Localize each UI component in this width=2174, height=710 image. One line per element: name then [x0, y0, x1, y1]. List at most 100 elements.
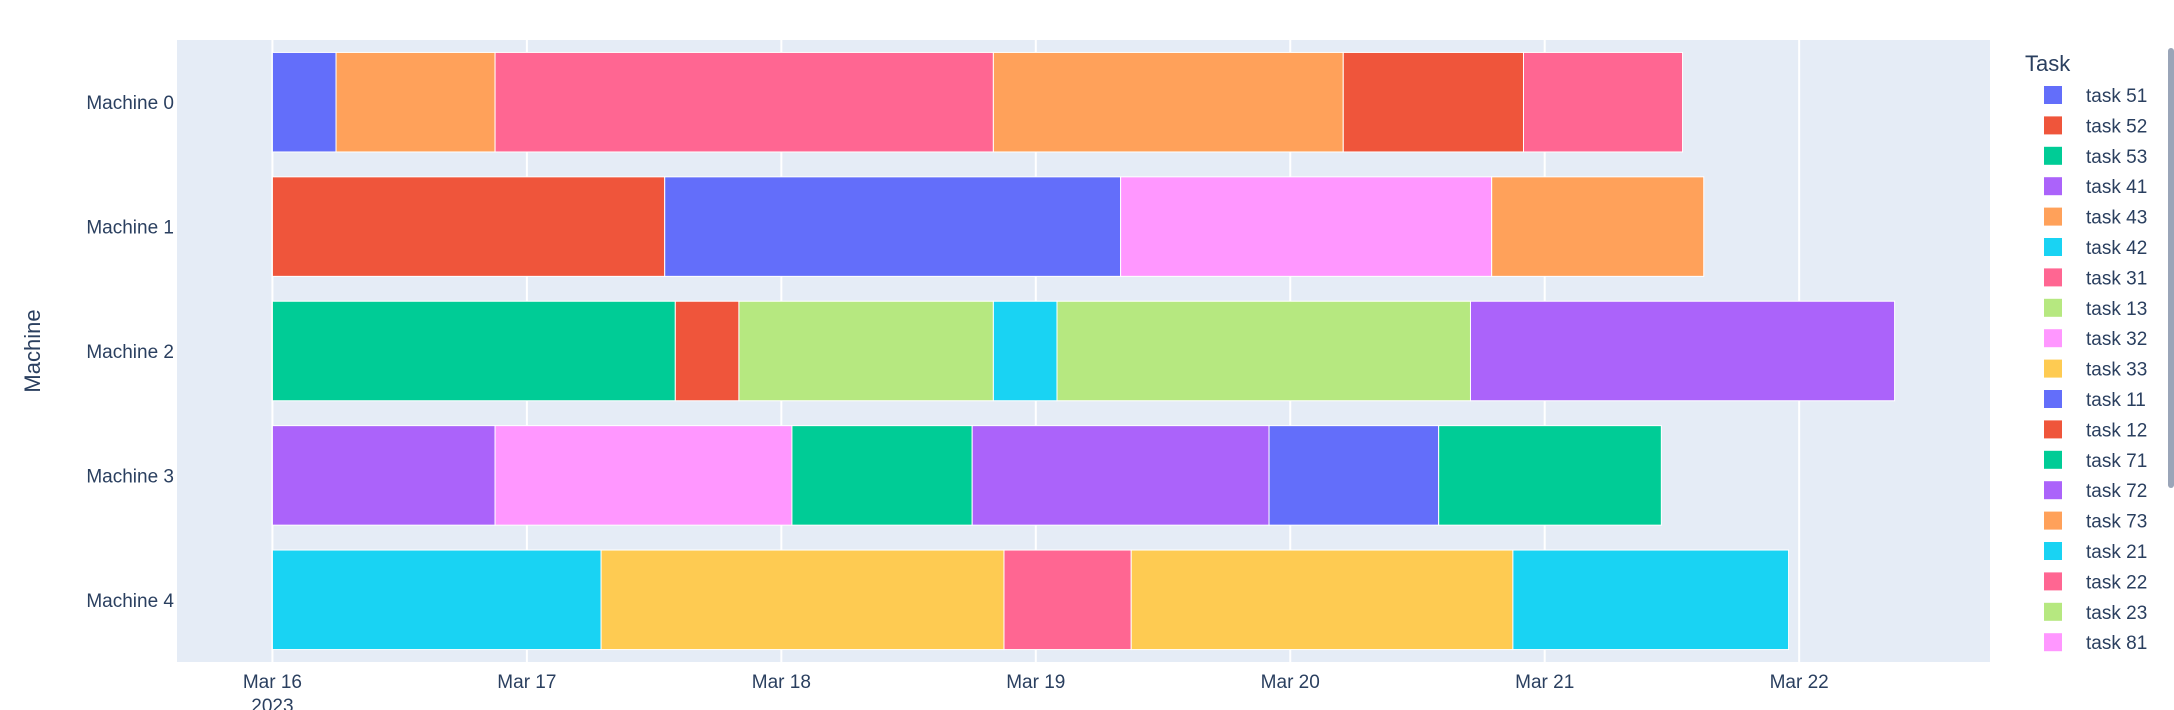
legend-item[interactable]: task 81	[2044, 633, 2147, 654]
x-tick-label: Mar 20	[1261, 672, 1320, 693]
legend-item[interactable]: task 33	[2044, 359, 2147, 381]
legend-label: task 51	[2086, 86, 2147, 107]
task-bar[interactable]	[992, 51, 1344, 153]
legend-swatch	[2044, 481, 2062, 500]
legend-item[interactable]: task 41	[2044, 177, 2147, 198]
legend-swatch	[2044, 238, 2062, 256]
legend-swatch	[2044, 420, 2062, 439]
legend-swatch	[2044, 359, 2062, 378]
task-bar[interactable]	[271, 549, 602, 651]
x-tick-sublabel: 2023	[251, 696, 293, 710]
y-tick-label: Machine 2	[86, 342, 174, 363]
legend-item[interactable]: task 53	[2044, 146, 2147, 168]
legend-label: task 32	[2086, 329, 2147, 350]
legend-item[interactable]: task 22	[2044, 572, 2147, 593]
x-tick-label: Mar 17	[497, 672, 556, 693]
legend-item[interactable]: task 51	[2044, 86, 2147, 107]
x-tick-label: Mar 21	[1515, 672, 1574, 693]
legend-swatch	[2044, 86, 2062, 104]
x-tick-label: Mar 16	[243, 672, 302, 693]
legend: Task task 51 task 52 task 53 task 41 task 43…	[2025, 48, 2174, 654]
y-axis-title: Machine	[20, 309, 45, 392]
legend-label: task 52	[2086, 116, 2147, 137]
task-bar[interactable]	[1003, 549, 1132, 651]
legend-label: task 23	[2086, 603, 2147, 624]
legend-label: task 22	[2086, 572, 2147, 593]
legend-label: task 21	[2086, 542, 2147, 563]
legend-swatch	[2044, 207, 2062, 226]
y-tick-labels: Machine 0 Machine 1 Machine 2 Machine 3 Mach…	[86, 93, 174, 612]
task-bar[interactable]	[971, 425, 1270, 526]
legend-item[interactable]: task 13	[2044, 298, 2147, 320]
legend-swatch	[2044, 542, 2062, 560]
y-tick-label: Machine 1	[86, 218, 174, 239]
x-tick-label: Mar 19	[1006, 672, 1065, 693]
legend-swatch	[2044, 390, 2062, 408]
legend-item[interactable]: task 23	[2044, 602, 2147, 624]
y-tick-label: Machine 4	[86, 591, 174, 612]
legend-item[interactable]: task 12	[2044, 420, 2147, 441]
legend-label: task 41	[2086, 177, 2147, 198]
task-bar[interactable]	[600, 549, 1005, 651]
task-bar[interactable]	[494, 51, 994, 153]
x-tick-label: Mar 22	[1770, 672, 1829, 693]
legend-swatch	[2044, 177, 2062, 196]
legend-item[interactable]: task 32	[2044, 329, 2147, 350]
legend-item[interactable]: task 21	[2044, 542, 2147, 563]
legend-swatch	[2044, 450, 2062, 469]
y-tick-label: Machine 3	[86, 466, 174, 487]
legend-title: Task	[2025, 51, 2071, 76]
legend-swatch	[2044, 511, 2062, 530]
task-bar[interactable]	[1268, 425, 1440, 526]
legend-label: task 72	[2086, 481, 2147, 502]
task-bar[interactable]	[1342, 51, 1524, 153]
legend-scrollbar[interactable]	[2168, 48, 2174, 488]
legend-item[interactable]: task 11	[2044, 390, 2146, 411]
task-bar[interactable]	[791, 425, 973, 526]
task-bar[interactable]	[271, 300, 676, 402]
legend-swatch	[2044, 633, 2062, 652]
task-bar[interactable]	[1056, 300, 1471, 402]
task-bar[interactable]	[664, 176, 1122, 277]
task-bar[interactable]	[1491, 176, 1705, 277]
legend-label: task 33	[2086, 360, 2147, 381]
task-bar[interactable]	[738, 300, 994, 402]
task-bar[interactable]	[1469, 300, 1896, 402]
legend-item[interactable]: task 42	[2044, 238, 2147, 259]
task-bar[interactable]	[1438, 425, 1662, 526]
y-tick-label: Machine 0	[86, 93, 174, 114]
task-bar[interactable]	[271, 176, 666, 277]
x-tick-label: Mar 18	[752, 672, 811, 693]
legend-label: task 53	[2086, 147, 2147, 168]
legend-swatch	[2044, 146, 2062, 165]
task-bar[interactable]	[992, 300, 1058, 402]
task-bar[interactable]	[1512, 549, 1790, 651]
legend-label: task 81	[2086, 633, 2147, 654]
task-bar[interactable]	[674, 300, 740, 402]
legend-item[interactable]: task 73	[2044, 512, 2147, 533]
task-bar[interactable]	[271, 51, 337, 153]
task-bar[interactable]	[335, 51, 496, 153]
legend-item[interactable]: task 71	[2044, 450, 2147, 472]
legend-swatch	[2044, 572, 2062, 591]
legend-swatch	[2044, 329, 2062, 348]
legend-swatch	[2044, 116, 2062, 135]
legend-label: task 13	[2086, 299, 2147, 320]
legend-label: task 11	[2086, 390, 2146, 411]
legend-label: task 43	[2086, 208, 2147, 229]
legend-label: task 42	[2086, 238, 2147, 259]
legend-swatch	[2044, 298, 2062, 317]
task-bar[interactable]	[1130, 549, 1514, 651]
legend-item[interactable]: task 52	[2044, 116, 2147, 137]
legend-swatch	[2044, 602, 2062, 621]
legend-item[interactable]: task 43	[2044, 207, 2147, 229]
task-bar[interactable]	[494, 425, 793, 526]
task-bar[interactable]	[271, 425, 496, 526]
legend-item[interactable]: task 31	[2044, 268, 2147, 289]
legend-item[interactable]: task 72	[2044, 481, 2147, 502]
task-bar[interactable]	[1522, 51, 1684, 153]
task-bars	[271, 51, 1896, 651]
task-bar[interactable]	[1120, 176, 1493, 277]
legend-label: task 12	[2086, 420, 2147, 441]
